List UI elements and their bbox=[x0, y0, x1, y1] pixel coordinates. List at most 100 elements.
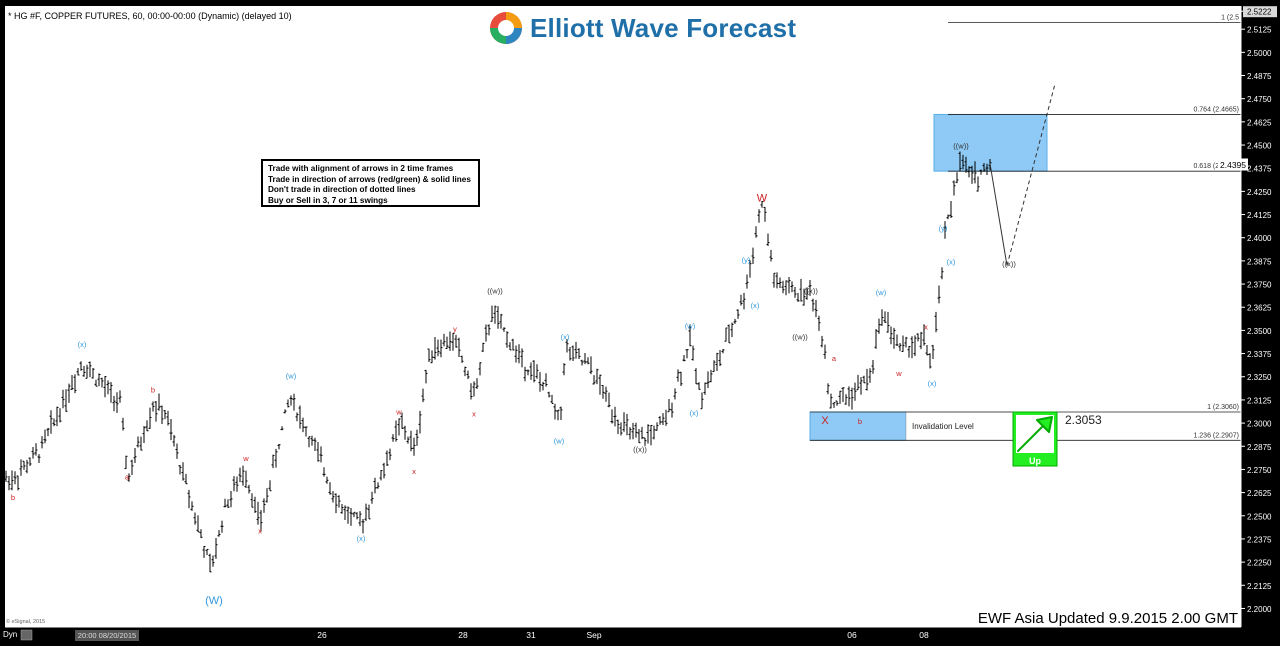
wave-label: ((w)) bbox=[953, 142, 969, 151]
rule-line-4: Buy or Sell in 3, 7 or 11 swings bbox=[268, 195, 388, 205]
x-axis-panel bbox=[0, 627, 1280, 646]
y-tick-label: 2.3750 bbox=[1247, 281, 1272, 290]
wave-label: (x) bbox=[561, 333, 570, 342]
wave-label: (x) bbox=[751, 301, 760, 310]
copyright-text: © eSignal, 2015 bbox=[6, 618, 45, 625]
up-arrow-icon bbox=[1017, 416, 1053, 452]
invalidation-label: Invalidation Level bbox=[912, 422, 974, 431]
dyn-label: Dyn bbox=[3, 630, 17, 639]
wave-label: (x) bbox=[947, 258, 956, 267]
fib-label: 1.236 (2.2907) bbox=[1193, 432, 1239, 439]
fib-label: 1 (2.3060) bbox=[1207, 404, 1239, 411]
wave-label: a bbox=[125, 473, 130, 482]
wave-label: (w) bbox=[876, 288, 887, 297]
fib-label: 0.618 (2.4359) bbox=[1193, 163, 1239, 170]
cursor-time-label: 20:00 08/20/2015 bbox=[78, 631, 136, 640]
y-tick-label: 2.5222 bbox=[1247, 8, 1272, 17]
last-price-marker bbox=[1218, 158, 1248, 171]
y-tick-label: 2.3125 bbox=[1247, 396, 1272, 405]
fib-label: 0.764 (2.4665) bbox=[1193, 106, 1239, 113]
wave-label: w bbox=[395, 408, 402, 417]
y-tick-label: 2.4875 bbox=[1247, 72, 1272, 81]
dyn-toggle-icon bbox=[20, 629, 33, 641]
wave-label: W bbox=[757, 193, 768, 205]
y-axis-panel bbox=[1241, 0, 1280, 646]
wave-label: (x) bbox=[357, 534, 366, 543]
y-tick-label: 2.3000 bbox=[1247, 420, 1272, 429]
cursor-time-marker bbox=[75, 630, 139, 641]
wave-label: x bbox=[258, 526, 262, 535]
y-tick-label: 2.4125 bbox=[1247, 211, 1272, 220]
wave-label: X bbox=[821, 415, 829, 427]
wave-label: ((x)) bbox=[1002, 259, 1016, 268]
top-price-marker bbox=[1243, 6, 1277, 18]
wave-label: a bbox=[832, 354, 837, 363]
wave-label: (y) bbox=[939, 224, 948, 233]
y-tick-label: 2.3250 bbox=[1247, 373, 1272, 382]
y-tick-label: 2.2375 bbox=[1247, 535, 1272, 544]
wave-label: (x) bbox=[690, 409, 699, 418]
wave-label: (w) bbox=[685, 322, 696, 331]
brand-logo: Elliott Wave Forecast bbox=[488, 10, 796, 46]
wave-label: (w) bbox=[554, 436, 565, 445]
wave-label: b bbox=[11, 493, 15, 502]
y-tick-label: 2.5125 bbox=[1247, 26, 1272, 35]
wave-label: (x) bbox=[78, 340, 87, 349]
x-tick-label: 08 bbox=[919, 630, 929, 640]
wave-label: (y) bbox=[742, 256, 751, 265]
wave-label: (W) bbox=[205, 595, 223, 607]
wave-label: x bbox=[412, 467, 416, 476]
y-tick-label: 2.2750 bbox=[1247, 466, 1272, 475]
wave-label: b bbox=[858, 417, 862, 426]
x-tick-label: 31 bbox=[526, 630, 536, 640]
wave-label: w bbox=[242, 454, 249, 463]
y-tick-label: 2.4625 bbox=[1247, 118, 1272, 127]
y-tick-label: 2.5000 bbox=[1247, 49, 1272, 58]
symbol-title: * HG #F, COPPER FUTURES, 60, 00:00-00:00… bbox=[8, 11, 292, 21]
invalidation-zone-strip bbox=[905, 411, 1014, 441]
y-tick-label: 2.4000 bbox=[1247, 234, 1272, 243]
y-tick-label: 2.2250 bbox=[1247, 559, 1272, 568]
y-tick-label: 2.3375 bbox=[1247, 350, 1272, 359]
y-tick-label: 2.2500 bbox=[1247, 512, 1272, 521]
signal-label: Up bbox=[1029, 456, 1041, 466]
y-tick-label: 2.2625 bbox=[1247, 489, 1272, 498]
signal-up-box: Up bbox=[1012, 411, 1058, 467]
rule-line-1: Trade with alignment of arrows in 2 time… bbox=[268, 164, 454, 173]
brand-globe-icon bbox=[490, 12, 522, 44]
y-tick-label: 2.2875 bbox=[1247, 443, 1272, 452]
rule-line-3: Don't trade in direction of dotted lines bbox=[268, 185, 416, 194]
projection-dashed-line bbox=[1006, 83, 1056, 266]
wave-label: y bbox=[453, 324, 457, 333]
wave-label: ((x)) bbox=[633, 445, 647, 454]
y-tick-label: 2.2125 bbox=[1247, 582, 1272, 591]
y-tick-label: 2.3875 bbox=[1247, 257, 1272, 266]
plot-area bbox=[5, 6, 1241, 627]
wave-label: ((w)) bbox=[792, 333, 808, 342]
invalidation-value: 2.3053 bbox=[1065, 413, 1102, 427]
wave-label: ((w)) bbox=[487, 286, 503, 295]
trading-rules-box: Trade with alignment of arrows in 2 time… bbox=[261, 159, 480, 207]
wave-label: x bbox=[924, 322, 928, 331]
y-tick-label: 2.3500 bbox=[1247, 327, 1272, 336]
y-tick-label: 2.4375 bbox=[1247, 165, 1272, 174]
wave-label: w bbox=[895, 369, 902, 378]
x-tick-label: 26 bbox=[317, 630, 327, 640]
rule-line-2: Trade in direction of arrows (red/green)… bbox=[268, 174, 471, 184]
price-bars bbox=[4, 151, 992, 573]
y-tick-label: 2.4250 bbox=[1247, 188, 1272, 197]
x-tick-label: 06 bbox=[847, 630, 857, 640]
y-tick-label: 2.2000 bbox=[1247, 605, 1272, 614]
fib-label: 1 (2.5 bbox=[1221, 14, 1239, 21]
y-tick-label: 2.4500 bbox=[1247, 142, 1272, 151]
update-text: EWF Asia Updated 9.9.2015 2.00 GMT bbox=[978, 610, 1238, 627]
y-tick-label: 2.4750 bbox=[1247, 95, 1272, 104]
x-tick-label: Sep bbox=[586, 630, 601, 640]
last-price-label: 2.4395 bbox=[1220, 160, 1246, 170]
wave-label: (w) bbox=[286, 372, 297, 381]
y-tick-label: 2.3625 bbox=[1247, 304, 1272, 313]
wave-label: b bbox=[151, 386, 155, 395]
wave-label: (x) bbox=[928, 379, 937, 388]
